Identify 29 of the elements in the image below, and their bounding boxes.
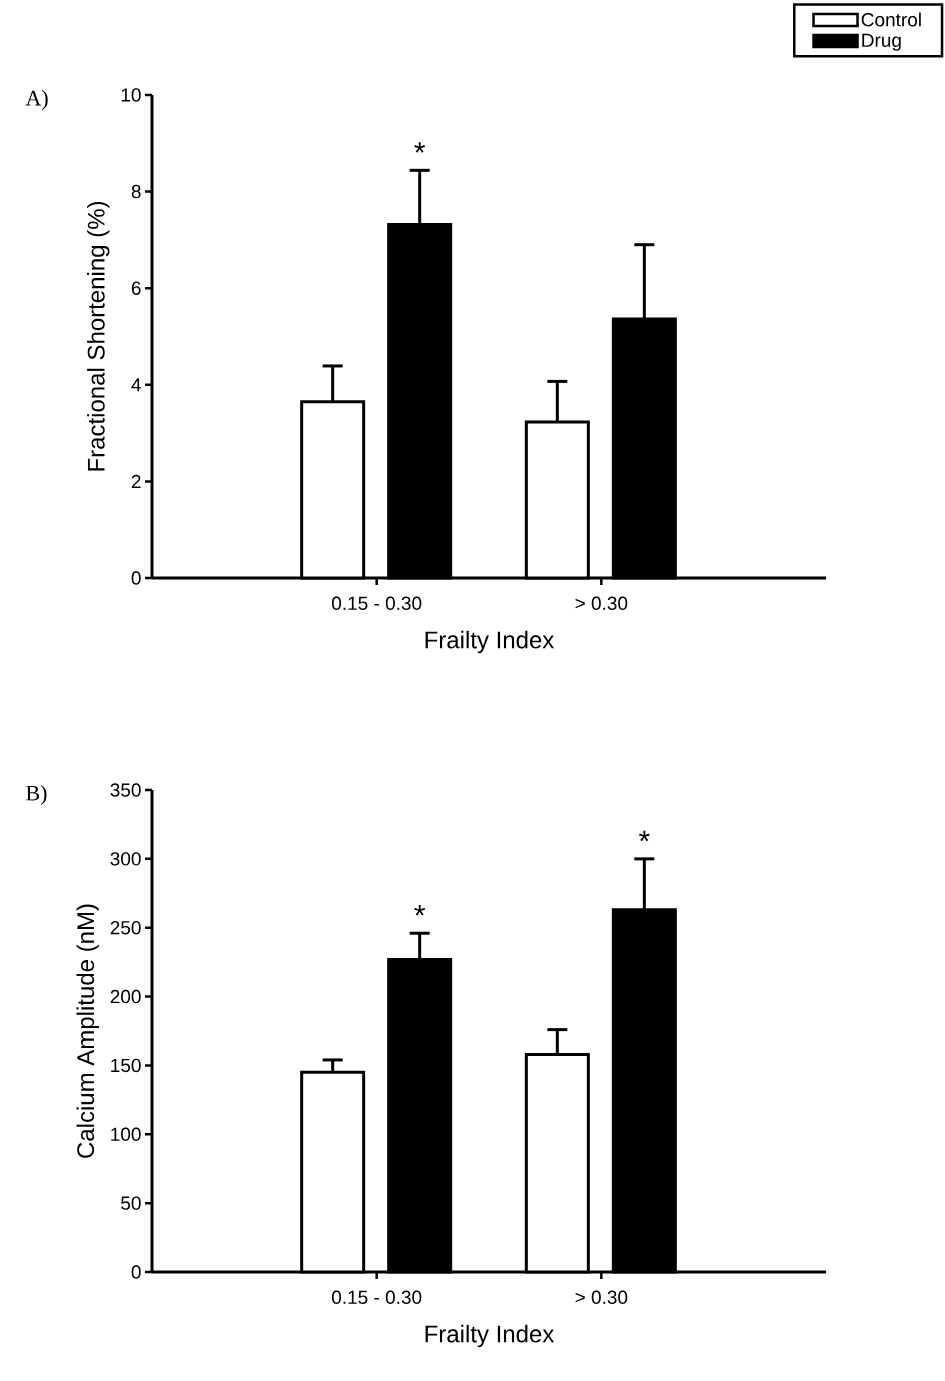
- x-tick-label: 0.15 - 0.30: [331, 596, 422, 610]
- data-label: *: [414, 905, 426, 916]
- y-axis-title: Fractional Shortening (%): [87, 201, 110, 471]
- y-tick-label: 10: [121, 88, 141, 102]
- data-label: *: [638, 830, 650, 842]
- y-tick-label: 0: [131, 1265, 141, 1279]
- y-tick-label: 2: [131, 474, 141, 489]
- y-tick-label: 4: [131, 378, 141, 392]
- legend-label: Drug: [862, 33, 901, 51]
- y-tick-label: 250: [110, 920, 141, 935]
- x-tick-label: 0.15 - 0.30: [331, 1290, 422, 1304]
- y-tick-label: 200: [110, 989, 141, 1004]
- y-tick-label: 350: [110, 783, 141, 797]
- x-tick-label: > 0.30: [575, 596, 628, 610]
- x-axis-title: Frailty Index: [425, 630, 555, 654]
- x-axis-title: Frailty Index: [425, 1324, 555, 1348]
- chart-title: A): [25, 90, 48, 111]
- y-tick-label: 150: [111, 1058, 141, 1073]
- legend-label: Control: [861, 12, 921, 27]
- y-tick-label: 100: [111, 1127, 141, 1142]
- chart-title: B): [26, 785, 47, 806]
- y-tick-label: 8: [131, 184, 141, 199]
- y-axis-title: Calcium Amplitude (nM): [76, 904, 99, 1158]
- y-tick-label: 50: [121, 1196, 141, 1210]
- data-label: *: [414, 142, 426, 153]
- x-tick-label: > 0.30: [575, 1290, 628, 1304]
- y-tick-label: 0: [131, 571, 141, 585]
- y-tick-label: 6: [131, 281, 141, 295]
- y-tick-label: 300: [110, 852, 141, 866]
